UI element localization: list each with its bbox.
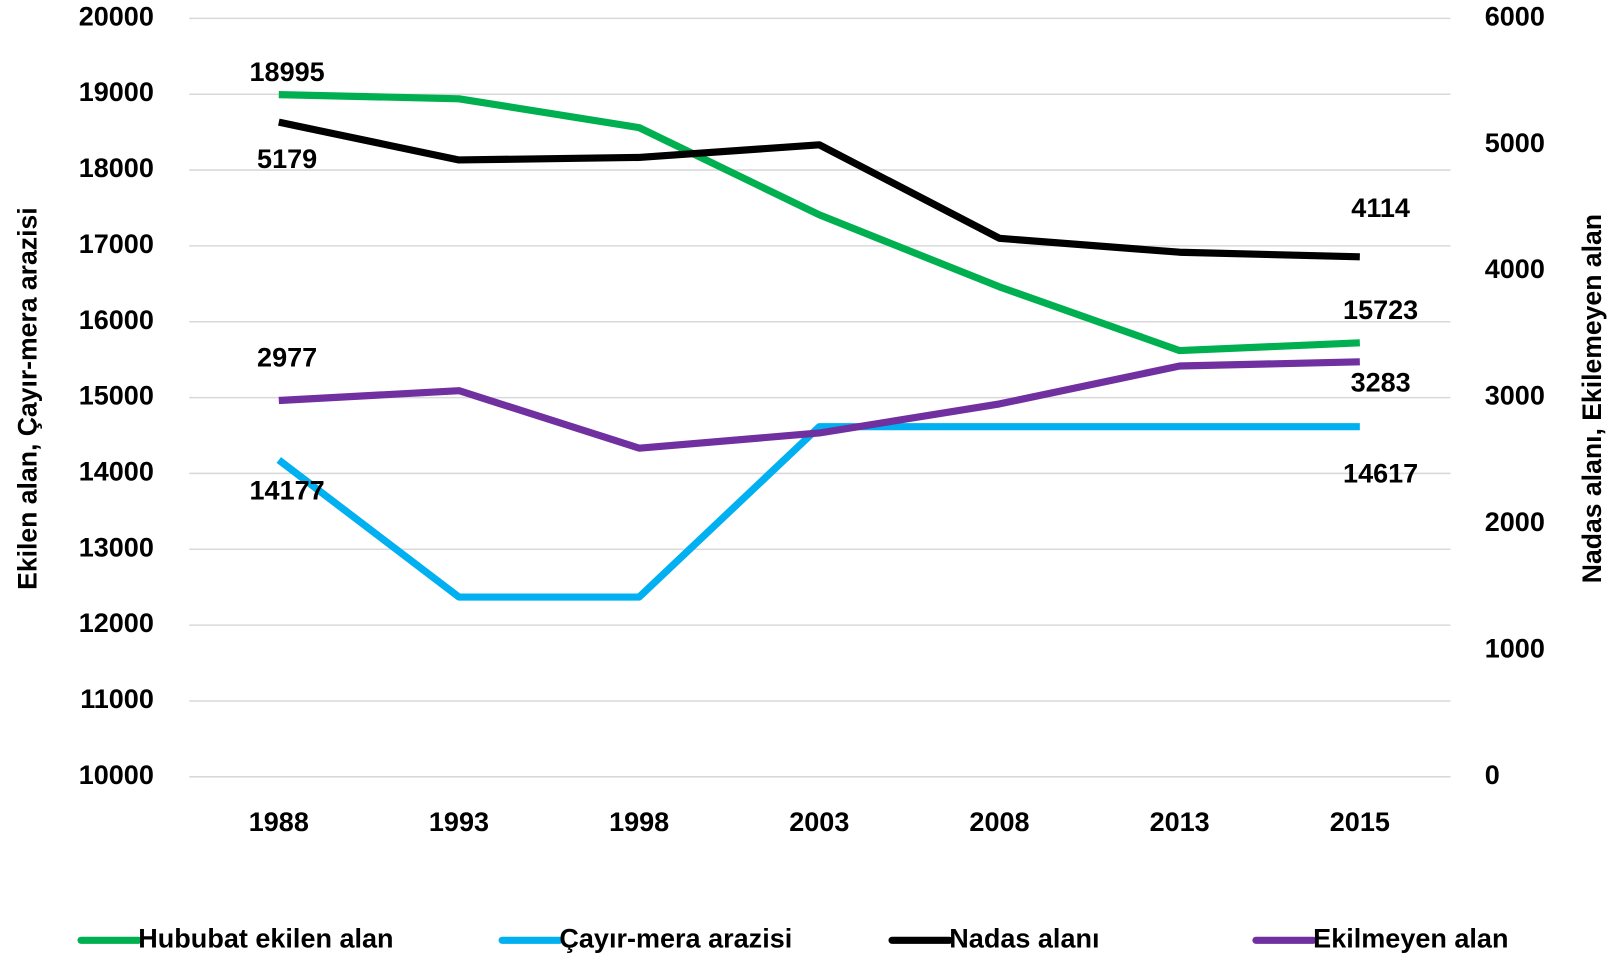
data-label: 3283: [1351, 368, 1411, 398]
data-label: 2977: [257, 343, 317, 373]
y-tick-label: 20000: [79, 2, 154, 32]
x-tick-label: 2008: [969, 807, 1029, 837]
y-tick-label: 14000: [79, 457, 154, 487]
x-tick-label: 2015: [1330, 807, 1390, 837]
y-tick-label: 18000: [79, 153, 154, 183]
y-tick-label: 16000: [79, 305, 154, 335]
legend-label: Çayır-mera arazisi: [559, 924, 792, 954]
data-label: 15723: [1343, 295, 1418, 325]
y2-tick-label: 2000: [1485, 507, 1545, 537]
y2-tick-label: 0: [1485, 760, 1500, 790]
y2-tick-label: 1000: [1485, 634, 1545, 664]
legend-label: Ekilmeyen alan: [1313, 924, 1508, 954]
x-tick-label: 2003: [789, 807, 849, 837]
data-label: 14617: [1343, 459, 1418, 489]
y2-axis-title: Nadas alanı, Ekilemeyen alan: [1577, 214, 1607, 583]
y-tick-label: 17000: [79, 229, 154, 259]
x-tick-label: 1998: [609, 807, 669, 837]
x-tick-label: 2013: [1150, 807, 1210, 837]
y-tick-label: 10000: [79, 760, 154, 790]
y-tick-label: 12000: [79, 608, 154, 638]
data-label: 14177: [250, 476, 325, 506]
series-line: [278, 91, 1360, 355]
y2-tick-label: 3000: [1485, 381, 1545, 411]
y-axis-title: Ekilen alan, Çayır-mera arazisi: [12, 207, 42, 589]
y2-tick-label: 6000: [1485, 2, 1545, 32]
data-label: 18995: [250, 57, 325, 87]
data-label: 5179: [257, 144, 317, 174]
y-tick-label: 15000: [79, 381, 154, 411]
y-tick-label: 11000: [80, 684, 154, 714]
series-line: [276, 423, 1360, 601]
legend-label: Nadas alanı: [949, 924, 1099, 954]
legend-label: Hububat ekilen alan: [138, 924, 393, 954]
y2-tick-label: 4000: [1485, 254, 1545, 284]
x-tick-label: 1988: [249, 807, 309, 837]
x-tick-label: 1993: [429, 807, 489, 837]
y2-tick-label: 5000: [1485, 128, 1545, 158]
data-label: 4114: [1351, 193, 1410, 223]
series-line: [278, 358, 1360, 452]
y-tick-label: 13000: [79, 533, 154, 563]
y-tick-label: 19000: [79, 77, 154, 107]
series-line: [278, 118, 1360, 261]
